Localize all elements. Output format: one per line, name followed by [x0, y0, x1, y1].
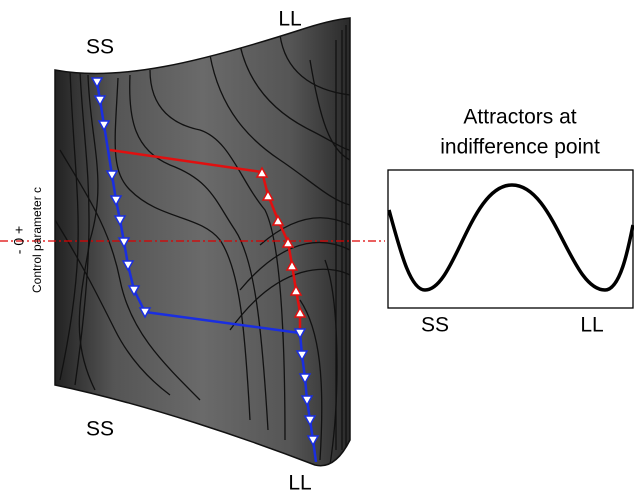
- inset-label-ss: SS: [421, 314, 449, 337]
- label-ll-bottom: LL: [288, 472, 311, 495]
- label-ss-bottom: SS: [86, 418, 114, 441]
- label-ss-top: SS: [86, 36, 114, 59]
- inset-label-ll: LL: [580, 314, 603, 337]
- label-ll-top: LL: [278, 8, 301, 31]
- figure: SS LL SS LL Control parameter c - 0 + At…: [0, 0, 634, 496]
- axis-label: Control parameter c: [30, 187, 44, 293]
- axis-scale: - 0 +: [11, 226, 27, 254]
- inset-title-1: Attractors at: [463, 106, 576, 129]
- inset-title-2: indifference point: [440, 136, 600, 159]
